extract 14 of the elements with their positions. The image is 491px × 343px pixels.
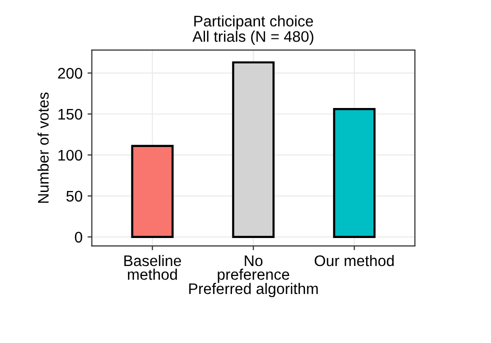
x-tick-label: Baseline method [124, 254, 182, 280]
y-tick-label: 150 [58, 108, 82, 120]
chart-title: Participant choice All trials (N = 480) [192, 15, 314, 45]
y-tick-label: 100 [58, 150, 82, 161]
y-tick-label: 200 [58, 68, 82, 79]
x-tick-label: Our method [314, 254, 394, 266]
bar [232, 61, 275, 238]
bar [131, 144, 174, 238]
bar [333, 108, 376, 238]
y-tick-label: 50 [66, 190, 82, 202]
y-tick-label: 0 [74, 232, 82, 243]
x-axis-title: Preferred algorithm [189, 282, 318, 298]
y-axis-title: Number of votes [38, 92, 49, 203]
x-tick-label: No preference [218, 256, 290, 283]
